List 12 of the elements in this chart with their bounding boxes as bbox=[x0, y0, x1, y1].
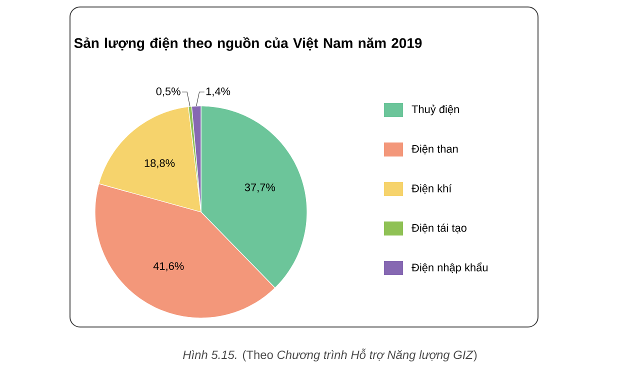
legend-label: Điện nhập khẩu bbox=[412, 262, 488, 274]
text: Hình 5.15. (Theo Chương trình Hỗ trợ Năng lượng GIZ) bbox=[182, 348, 477, 362]
data-label: 37,7% bbox=[244, 184, 276, 193]
legend-label: Thuỷ điện bbox=[412, 104, 459, 116]
data-label: 0,5% bbox=[156, 87, 180, 97]
data-label: 41,6% bbox=[153, 262, 184, 272]
legend-label: Điện than bbox=[412, 144, 458, 154]
legend-label: Điện khí bbox=[412, 184, 452, 194]
data-label: 1,4% bbox=[206, 88, 230, 97]
chart-title: Sản lượng điện theo nguồn của Việt Nam năm 2019 bbox=[74, 37, 422, 51]
legend-label: Điện tái tạo bbox=[412, 224, 466, 234]
data-label: 18,8% bbox=[144, 159, 175, 168]
